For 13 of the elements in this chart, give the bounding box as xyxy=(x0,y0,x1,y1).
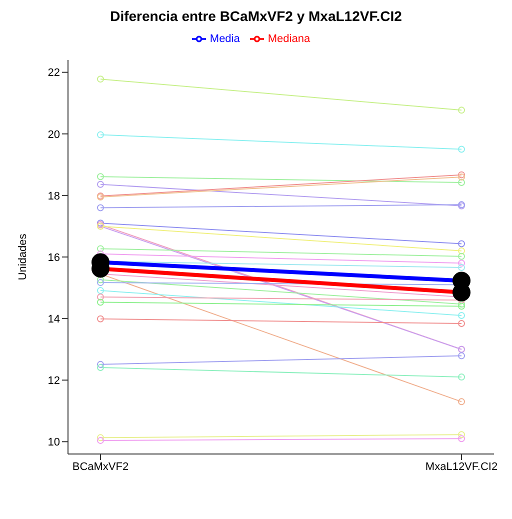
y-tick-label: 20 xyxy=(48,128,60,141)
legend-label: Mediana xyxy=(268,32,310,45)
x-tick-label: BCaMxVF2 xyxy=(72,460,129,473)
y-tick-label: 12 xyxy=(48,375,60,388)
x-tick-label: MxaL12VF.CI2 xyxy=(425,460,498,473)
y-tick-label: 22 xyxy=(48,67,60,80)
chart-title: Diferencia entre BCaMxVF2 y MxaL12VF.CI2 xyxy=(109,8,403,24)
y-tick-label: 10 xyxy=(48,436,60,449)
y-tick-label: 16 xyxy=(48,252,60,264)
y-axis-title: Unidades xyxy=(16,233,29,280)
y-tick-label: 18 xyxy=(48,190,60,202)
y-tick-label: 14 xyxy=(48,313,60,326)
legend-label: Media xyxy=(210,32,240,45)
